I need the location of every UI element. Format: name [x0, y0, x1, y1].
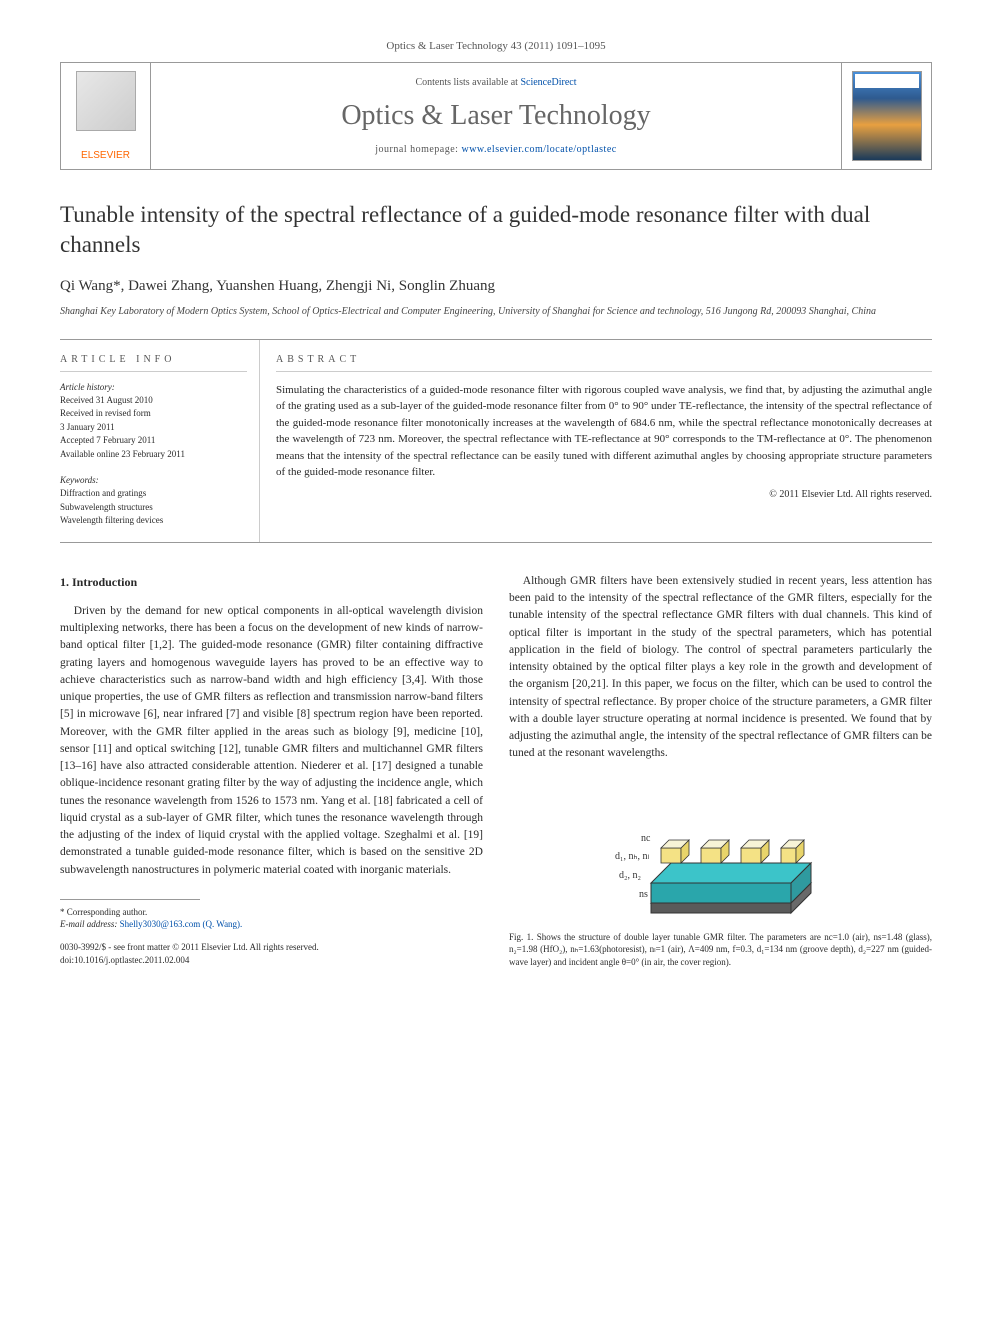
homepage-link[interactable]: www.elsevier.com/locate/optlastec: [461, 144, 616, 155]
history-line: Accepted 7 February 2011: [60, 434, 247, 448]
journal-reference: Optics & Laser Technology 43 (2011) 1091…: [60, 40, 932, 52]
abstract-copyright: © 2011 Elsevier Ltd. All rights reserved…: [276, 489, 932, 500]
journal-header: ELSEVIER Contents lists available at Sci…: [60, 62, 932, 170]
substrate-front: [651, 903, 791, 913]
article-info-column: ARTICLE INFO Article history: Received 3…: [60, 340, 260, 542]
article-title: Tunable intensity of the spectral reflec…: [60, 200, 932, 260]
journal-name: Optics & Laser Technology: [161, 100, 831, 132]
contents-line: Contents lists available at ScienceDirec…: [161, 77, 831, 88]
figure-1-caption: Fig. 1. Shows the structure of double la…: [509, 931, 932, 969]
footnote-separator: [60, 899, 200, 900]
journal-cover-icon: [852, 71, 922, 161]
elsevier-text: ELSEVIER: [81, 150, 130, 161]
left-column: 1. Introduction Driven by the demand for…: [60, 573, 483, 969]
email-label: E-mail address:: [60, 919, 120, 929]
affiliation: Shanghai Key Laboratory of Modern Optics…: [60, 305, 932, 319]
homepage-prefix: journal homepage:: [375, 144, 461, 155]
waveguide-front: [651, 883, 791, 903]
history-line: Received in revised form: [60, 407, 247, 421]
abstract-text: Simulating the characteristics of a guid…: [276, 382, 932, 481]
doi-line: doi:10.1016/j.optlastec.2011.02.004: [60, 954, 483, 967]
front-matter-line: 0030-3992/$ - see front matter © 2011 El…: [60, 941, 483, 954]
grating-ridges: [661, 840, 804, 863]
cover-thumb-block: [841, 63, 931, 169]
intro-paragraph-1: Driven by the demand for new optical com…: [60, 603, 483, 879]
waveguide-top: [651, 863, 811, 883]
fig1-label-d1: d₁, nₕ, nₗ: [615, 851, 650, 862]
figure-1: nc d₁, nₕ, nₗ d₂, n₂ ns Fig. 1. Shows th…: [509, 783, 932, 969]
fig1-label-d2: d₂, n₂: [619, 870, 641, 881]
elsevier-tree-icon: [76, 71, 136, 131]
fig1-label-ns: ns: [639, 889, 648, 900]
contents-prefix: Contents lists available at: [415, 77, 520, 88]
meta-abstract-row: ARTICLE INFO Article history: Received 3…: [60, 339, 932, 543]
doi-block: 0030-3992/$ - see front matter © 2011 El…: [60, 941, 483, 966]
body-columns: 1. Introduction Driven by the demand for…: [60, 573, 932, 969]
header-center: Contents lists available at ScienceDirec…: [151, 63, 841, 169]
keyword-line: Subwavelength structures: [60, 501, 247, 515]
history-line: Available online 23 February 2011: [60, 448, 247, 462]
history-label: Article history:: [60, 382, 247, 392]
section-1-heading: 1. Introduction: [60, 573, 483, 591]
email-link[interactable]: Shelly3030@163.com (Q. Wang).: [120, 919, 243, 929]
figure-1-svg: nc d₁, nₕ, nₗ d₂, n₂ ns: [611, 783, 831, 923]
keyword-line: Wavelength filtering devices: [60, 514, 247, 528]
article-info-heading: ARTICLE INFO: [60, 354, 247, 372]
intro-paragraph-2: Although GMR filters have been extensive…: [509, 573, 932, 763]
author-list: Qi Wang*, Dawei Zhang, Yuanshen Huang, Z…: [60, 278, 932, 295]
elsevier-logo-block: ELSEVIER: [61, 63, 151, 169]
homepage-line: journal homepage: www.elsevier.com/locat…: [161, 144, 831, 155]
history-line: Received 31 August 2010: [60, 394, 247, 408]
history-line: 3 January 2011: [60, 421, 247, 435]
keyword-line: Diffraction and gratings: [60, 487, 247, 501]
abstract-column: ABSTRACT Simulating the characteristics …: [260, 340, 932, 542]
email-note: E-mail address: Shelly3030@163.com (Q. W…: [60, 918, 483, 931]
abstract-heading: ABSTRACT: [276, 354, 932, 372]
fig1-label-nc: nc: [641, 833, 651, 844]
sciencedirect-link[interactable]: ScienceDirect: [520, 77, 576, 88]
keywords-label: Keywords:: [60, 475, 247, 485]
right-column: Although GMR filters have been extensive…: [509, 573, 932, 969]
corresponding-author-note: * Corresponding author.: [60, 906, 483, 919]
